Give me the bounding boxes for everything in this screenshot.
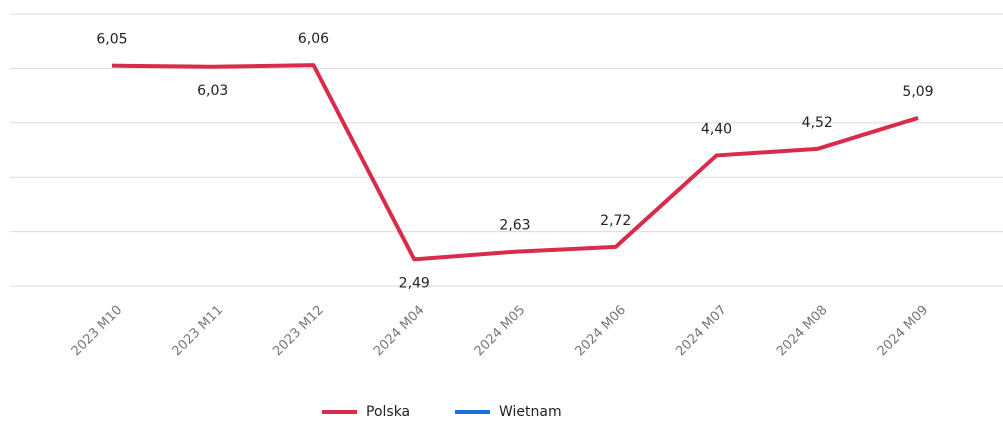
data-label: 4,52 [802,115,833,131]
line [111,63,919,262]
data-label: 5,09 [902,84,933,100]
data-label: 2,63 [499,218,530,234]
x-tick-label: 2024 M05 [472,303,529,360]
x-tick-label: 2024 M06 [573,303,630,360]
x-tick-label: 2024 M07 [673,303,730,360]
x-tick-label: 2024 M08 [774,303,831,360]
data-label: 2,49 [399,275,430,291]
x-tick-label: 2023 M11 [169,303,226,360]
data-label: 6,06 [298,31,329,47]
data-label: 4,40 [701,121,732,137]
x-tick-label: 2023 M12 [270,303,327,360]
legend-label: Polska [366,404,410,420]
data-label: 2,72 [600,213,631,229]
x-tick-label: 2023 M10 [69,303,126,360]
legend-label: Wietnam [499,404,562,420]
data-label: 6,03 [197,83,228,99]
x-tick-label: 2024 M04 [371,303,428,360]
x-tick-label: 2024 M09 [875,303,932,360]
data-label: 6,05 [96,32,127,48]
